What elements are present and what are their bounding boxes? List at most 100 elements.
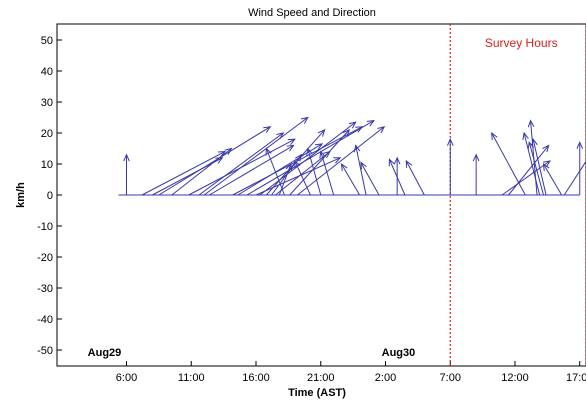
wind-vector-head: [294, 153, 303, 162]
wind-vector-head: [319, 150, 326, 159]
y-tick-label: 40: [41, 66, 53, 78]
wind-vector: [158, 126, 272, 196]
x-tick-label: 2:00: [375, 372, 396, 384]
wind-vector-shaft: [275, 151, 331, 196]
wind-vector-head: [294, 159, 301, 168]
wind-vector-shaft: [388, 159, 406, 196]
wind-vector-head: [542, 144, 550, 153]
y-tick-label: 0: [47, 190, 53, 202]
x-tick-label: 12:00: [501, 372, 529, 384]
y-tick-label: -40: [37, 314, 53, 326]
wind-vector: [576, 141, 584, 195]
wind-vector-head: [285, 162, 292, 172]
wind-vector: [171, 147, 233, 196]
wind-vector-head: [360, 161, 367, 170]
wind-vector-shaft: [501, 160, 551, 196]
wind-vector-head: [215, 157, 224, 164]
wind-vector-head: [405, 159, 413, 168]
wind-vector: [209, 144, 295, 196]
wind-vector-shaft: [307, 148, 322, 196]
wind-vector-head: [388, 158, 395, 167]
wind-vector-head: [542, 162, 550, 172]
wind-vector: [563, 160, 586, 196]
wind-vector-shaft: [278, 163, 292, 196]
x-tick-label: 17:00: [566, 372, 586, 384]
wind-vector-head: [531, 138, 538, 147]
wind-vector-shaft: [320, 151, 335, 196]
wind-vector-shaft: [508, 145, 550, 196]
wind-vector-shaft: [152, 157, 223, 196]
wind-vector-shaft: [355, 145, 367, 196]
wind-vector-head: [306, 147, 313, 156]
wind-vector-head: [472, 153, 480, 162]
wind-vector-head: [318, 128, 326, 137]
survey-hours-band: Survey Hours: [449, 24, 586, 366]
wind-vector-head: [366, 119, 375, 127]
wind-vector-shaft: [237, 143, 323, 196]
wind-vector-head: [265, 147, 272, 156]
wind-vector-head: [543, 160, 551, 168]
y-tick-label: 30: [41, 97, 53, 109]
survey-hours-label: Survey Hours: [485, 36, 558, 50]
x-tick-label: 6:00: [116, 372, 137, 384]
wind-vector: [340, 162, 361, 196]
wind-vector: [297, 126, 386, 196]
y-axis-title: km/h: [15, 182, 27, 208]
wind-vector-shaft: [259, 121, 357, 196]
x-tick-label: 11:00: [178, 372, 205, 384]
wind-vector: [353, 144, 367, 196]
wind-vector: [306, 147, 322, 196]
wind-vector-shaft: [265, 148, 285, 196]
wind-vector: [360, 161, 380, 196]
wind-vector: [501, 160, 551, 196]
y-tick-label: -10: [37, 221, 53, 233]
wind-vector-head: [355, 126, 364, 133]
x-axis-ticks: 6:00 11:00 16:00 21:00 2:00 7:00 12:00 17:00: [116, 361, 586, 384]
day-label: Aug29: [88, 347, 122, 359]
wind-vector-shaft: [528, 142, 544, 196]
wind-vector-head: [446, 137, 454, 146]
wind-vector-shaft: [289, 129, 350, 196]
wind-vector: [237, 143, 324, 196]
wind-vector-shaft: [360, 162, 380, 196]
wind-vector-shaft: [158, 126, 271, 196]
wind-vector-head: [527, 119, 535, 128]
wind-vector-shaft: [341, 163, 361, 196]
wind-vector-head: [224, 147, 233, 155]
wind-vector: [265, 147, 285, 196]
wind-vector-head: [263, 126, 272, 133]
wind-vector: [278, 162, 292, 196]
x-tick-label: 7:00: [440, 372, 461, 384]
wind-vector: [294, 159, 311, 196]
wind-vector-head: [342, 128, 351, 137]
wind-vector-shaft: [543, 163, 563, 196]
day-labels: Aug29 Aug30: [88, 347, 416, 359]
y-tick-label: -20: [37, 252, 53, 264]
wind-vector-shaft: [491, 132, 526, 196]
wind-vector-head: [123, 153, 130, 162]
wind-vector: [123, 153, 130, 195]
wind-vector: [388, 158, 406, 196]
wind-vector-shaft: [563, 160, 586, 196]
wind-vector: [522, 131, 541, 196]
y-tick-label: 50: [41, 35, 53, 47]
wind-vector-shaft: [198, 132, 284, 196]
wind-vector-head: [286, 144, 295, 152]
wind-vector: [319, 150, 335, 196]
wind-vector-head: [522, 131, 529, 140]
x-tick-label: 16:00: [242, 372, 270, 384]
chart-title: Wind Speed and Direction: [248, 7, 376, 19]
y-axis-ticks: -50 -40 -30 -20 -10 0 10 20 30 40 50: [37, 35, 62, 357]
wind-vector-head: [576, 141, 584, 149]
wind-vector-head: [491, 131, 498, 141]
wind-vector: [542, 162, 563, 196]
wind-vector-head: [393, 156, 401, 165]
wind-vector: [508, 144, 550, 196]
wind-vector-head: [353, 144, 361, 153]
wind-vector-head: [348, 121, 357, 129]
wind-vector-shaft: [141, 151, 226, 196]
wind-vector: [491, 131, 526, 196]
wind-vector-head: [340, 162, 348, 172]
wind-vector-shaft: [171, 148, 232, 196]
wind-vector-shaft: [203, 117, 309, 196]
